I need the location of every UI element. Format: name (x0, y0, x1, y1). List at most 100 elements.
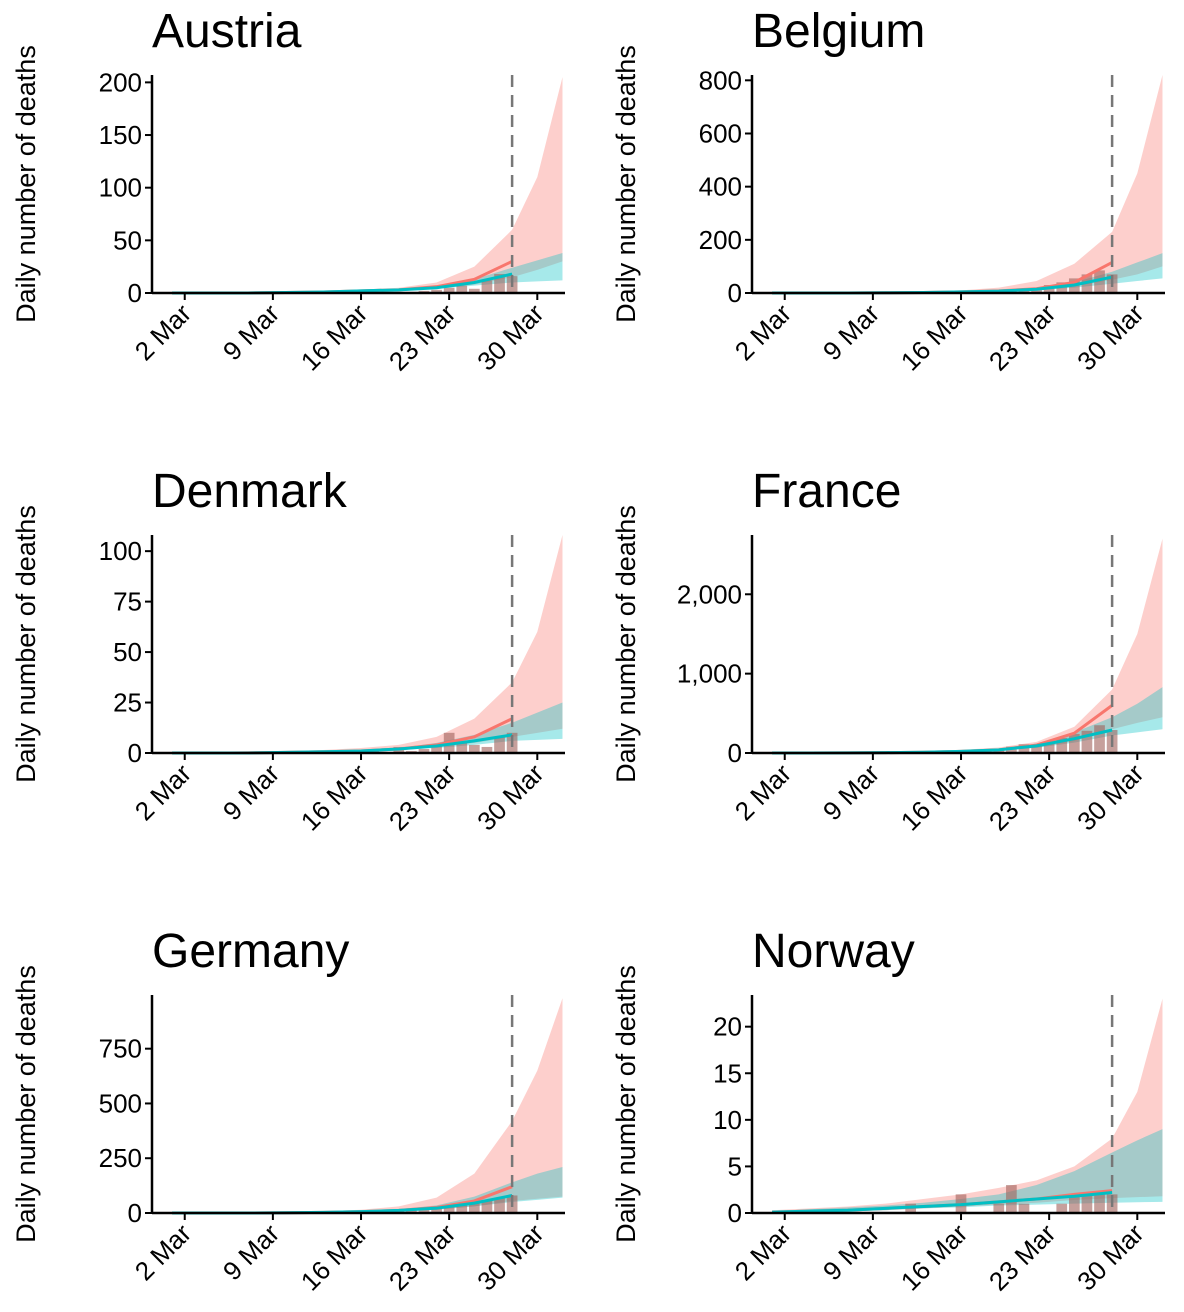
y-tick-label: 2,000 (677, 579, 742, 609)
x-tick-label: 23 Mar (983, 758, 1062, 837)
x-tick-label: 23 Mar (983, 298, 1062, 377)
panel: France Daily number of deaths 0 1,000 2,000 2… (611, 465, 1165, 836)
y-axis-label: Daily number of deaths (11, 505, 41, 783)
x-tick-label: 30 Mar (471, 758, 550, 837)
band (772, 75, 1163, 293)
bar (431, 289, 442, 293)
bar (1056, 1203, 1068, 1213)
y-tick-label: 400 (699, 172, 742, 202)
y-tick-label: 750 (99, 1034, 142, 1064)
bar (418, 748, 430, 753)
x-tick-label: 16 Mar (895, 758, 974, 837)
bar (993, 1203, 1005, 1213)
y-tick-label: 0 (128, 278, 142, 308)
x-tick-label: 9 Mar (217, 1218, 285, 1286)
x-tick-label: 30 Mar (471, 298, 550, 377)
bar (1094, 270, 1105, 293)
band (772, 998, 1163, 1213)
x-tick-label: 23 Mar (383, 298, 462, 377)
y-tick-label: 150 (99, 120, 142, 150)
panel-title: Germany (152, 925, 349, 978)
x-tick-label: 9 Mar (217, 758, 285, 826)
y-tick-label: 600 (699, 118, 742, 148)
y-tick-label: 800 (699, 65, 742, 95)
y-tick-label: 250 (99, 1143, 142, 1173)
bar (1031, 745, 1042, 753)
panel: Germany Daily number of deaths 0 250 500 750 2… (11, 925, 565, 1296)
x-tick-label: 16 Mar (895, 1218, 974, 1297)
bar (481, 280, 493, 293)
bar (1018, 1203, 1030, 1213)
panel-title: Norway (752, 925, 915, 978)
panel: Denmark Daily number of deaths 0 25 50 75 100 2… (11, 465, 565, 836)
x-tick-label: 2 Mar (129, 298, 197, 366)
y-tick-label: 25 (113, 688, 142, 718)
y-tick-label: 50 (113, 225, 142, 255)
y-tick-label: 100 (99, 173, 142, 203)
y-tick-label: 200 (699, 225, 742, 255)
y-tick-label: 10 (713, 1105, 742, 1135)
x-tick-label: 16 Mar (295, 758, 374, 837)
y-tick-label: 200 (99, 67, 142, 97)
x-tick-label: 30 Mar (471, 1218, 550, 1297)
x-tick-label: 16 Mar (895, 298, 974, 377)
bar (1006, 1185, 1017, 1213)
x-tick-label: 23 Mar (383, 758, 462, 837)
band (172, 77, 563, 293)
bar (468, 288, 480, 293)
bar (468, 1202, 480, 1213)
bar (431, 1206, 442, 1213)
bar (443, 1205, 455, 1213)
bar (1094, 725, 1105, 753)
x-tick-label: 9 Mar (217, 298, 285, 366)
y-tick-label: 0 (128, 1198, 142, 1228)
bar (1081, 1194, 1093, 1213)
panel-title: France (752, 465, 901, 518)
panel-title: Denmark (152, 465, 348, 518)
bar (1068, 733, 1080, 753)
bar (494, 274, 505, 293)
bar (1068, 1194, 1080, 1213)
x-tick-label: 30 Mar (1071, 1218, 1150, 1297)
x-tick-label: 16 Mar (295, 1218, 374, 1297)
y-tick-label: 5 (728, 1151, 742, 1181)
x-tick-label: 2 Mar (129, 758, 197, 826)
x-tick-label: 16 Mar (295, 298, 374, 377)
band (772, 1129, 1163, 1213)
y-axis-label: Daily number of deaths (611, 965, 641, 1243)
bar (1081, 730, 1093, 753)
bar (468, 744, 480, 753)
y-tick-label: 100 (99, 536, 142, 566)
bar (456, 285, 468, 293)
y-tick-label: 75 (113, 587, 142, 617)
panel: Norway Daily number of deaths 0 5 10 15 20 2 Ma… (611, 925, 1165, 1296)
bar (1056, 737, 1068, 753)
x-tick-label: 9 Mar (817, 758, 885, 826)
bar (481, 1199, 493, 1213)
bar (1094, 1194, 1105, 1213)
x-tick-label: 2 Mar (729, 1218, 797, 1286)
bar (494, 1197, 505, 1213)
panel-title: Austria (152, 5, 302, 58)
line (772, 1191, 1113, 1214)
x-tick-label: 9 Mar (817, 298, 885, 366)
x-tick-label: 2 Mar (729, 758, 797, 826)
y-axis-label: Daily number of deaths (611, 45, 641, 323)
panel: Belgium Daily number of deaths 0 200 400 600 8… (611, 5, 1165, 376)
y-tick-label: 15 (713, 1058, 742, 1088)
y-tick-label: 0 (728, 278, 742, 308)
x-tick-label: 30 Mar (1071, 758, 1150, 837)
y-tick-label: 20 (713, 1012, 742, 1042)
bar (481, 746, 493, 753)
band (172, 998, 563, 1213)
bar (443, 287, 455, 293)
y-axis-label: Daily number of deaths (11, 965, 41, 1243)
y-tick-label: 1,000 (677, 659, 742, 689)
bar (456, 1204, 468, 1213)
bar (456, 742, 468, 753)
panel-title: Belgium (752, 5, 925, 58)
x-tick-label: 23 Mar (983, 1218, 1062, 1297)
y-tick-label: 0 (728, 1198, 742, 1228)
bar (431, 744, 442, 753)
